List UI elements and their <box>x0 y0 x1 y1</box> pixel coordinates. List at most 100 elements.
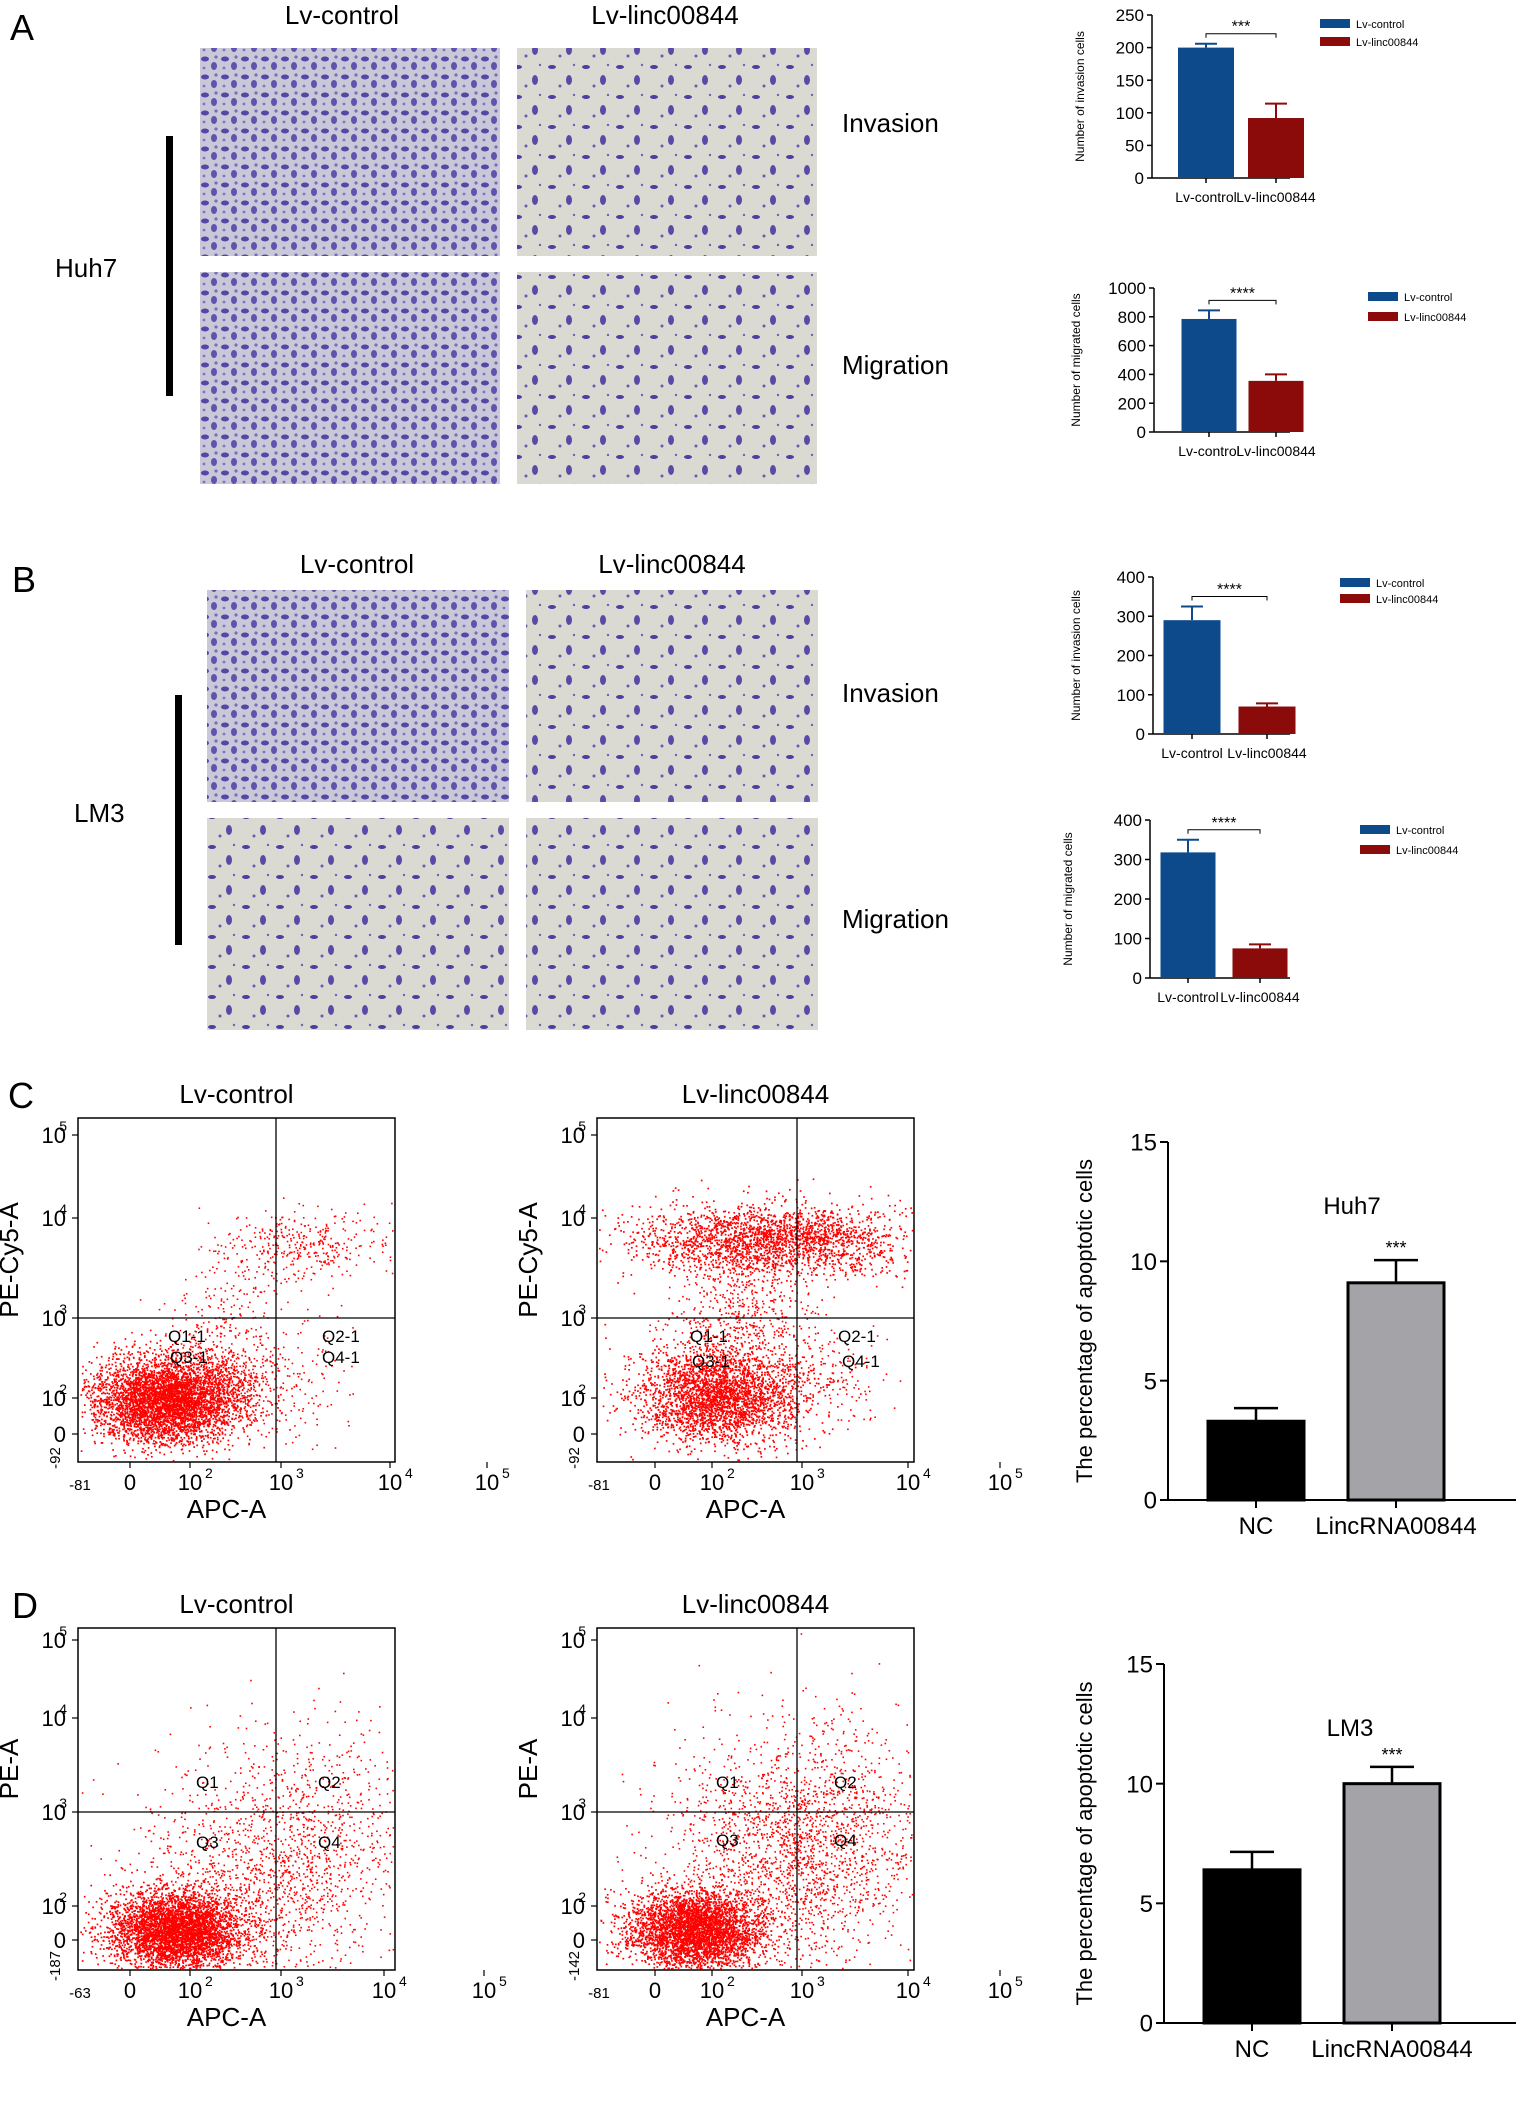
event-dot <box>176 1391 178 1393</box>
event-dot <box>189 1450 191 1452</box>
event-dot <box>191 1401 193 1403</box>
event-dot <box>208 1384 210 1386</box>
event-dot <box>241 1400 243 1402</box>
event-dot <box>220 1372 222 1374</box>
event-dot <box>235 1407 237 1409</box>
event-dot <box>215 1393 217 1395</box>
event-dot <box>180 1369 182 1371</box>
event-dot <box>159 1428 161 1430</box>
event-dot <box>210 1437 212 1439</box>
event-dot <box>198 1400 200 1402</box>
event-dot <box>193 1398 195 1400</box>
x-tick-label: NC <box>1239 1513 1274 1540</box>
event-dot <box>241 1305 243 1307</box>
event-dot <box>166 1398 168 1400</box>
event-dot <box>134 1430 136 1432</box>
event-dot <box>99 1370 101 1372</box>
event-dot <box>167 1380 169 1382</box>
event-dot <box>204 1404 206 1406</box>
event-dot <box>152 1443 154 1445</box>
event-dot <box>249 1383 251 1385</box>
event-dot <box>94 1443 96 1445</box>
event-dot <box>192 1419 194 1421</box>
event-dot <box>138 1369 140 1371</box>
event-dot <box>160 1385 162 1387</box>
event-dot <box>99 1364 101 1366</box>
event-dot <box>298 1409 300 1411</box>
event-dot <box>247 1435 249 1437</box>
event-dot <box>146 1378 148 1380</box>
event-dot <box>299 1373 301 1375</box>
event-dot <box>189 1367 191 1369</box>
event-dot <box>213 1430 215 1432</box>
event-dot <box>254 1420 256 1422</box>
event-dot <box>172 1376 174 1378</box>
significance-stars: *** <box>1385 1238 1406 1258</box>
event-dot <box>106 1402 108 1404</box>
event-dot <box>165 1402 167 1404</box>
y-axis-label: Number of invasion cells <box>1073 31 1087 162</box>
event-dot <box>130 1384 132 1386</box>
event-dot <box>226 1422 228 1424</box>
event-dot <box>83 1379 85 1381</box>
event-dot <box>242 1417 244 1419</box>
event-dot <box>203 1450 205 1452</box>
event-dot <box>191 1395 193 1397</box>
event-dot <box>217 1363 219 1365</box>
event-dot <box>186 1378 188 1380</box>
event-dot <box>164 1420 166 1422</box>
event-dot <box>187 1432 189 1434</box>
event-dot <box>126 1399 128 1401</box>
event-dot <box>168 1404 170 1406</box>
event-dot <box>226 1360 228 1362</box>
event-dot <box>138 1398 140 1400</box>
y-tick-label: 0 <box>1136 725 1145 744</box>
y-axis-label: Number of migrated cells <box>1069 293 1083 426</box>
event-dot <box>130 1372 132 1374</box>
event-dot <box>138 1381 140 1383</box>
event-dot <box>156 1394 158 1396</box>
event-dot <box>243 1370 245 1372</box>
event-dot <box>153 1403 155 1405</box>
panel-b-cell-line: LM3 <box>74 798 125 828</box>
event-dot <box>129 1430 131 1432</box>
event-dot <box>108 1383 110 1385</box>
event-dot <box>212 1390 214 1392</box>
event-dot <box>210 1386 212 1388</box>
event-dot <box>229 1434 231 1436</box>
event-dot <box>240 1410 242 1412</box>
event-dot <box>129 1417 131 1419</box>
event-dot <box>220 1401 222 1403</box>
event-dot <box>216 1402 218 1404</box>
event-dot <box>220 1388 222 1390</box>
event-dot <box>277 1419 279 1421</box>
event-dot <box>185 1429 187 1431</box>
event-dot <box>112 1425 114 1427</box>
event-dot <box>144 1371 146 1373</box>
event-dot <box>166 1385 168 1387</box>
event-dot <box>118 1438 120 1440</box>
event-dot <box>214 1384 216 1386</box>
event-dot <box>227 1390 229 1392</box>
event-dot <box>178 1390 180 1392</box>
event-dot <box>168 1387 170 1389</box>
event-dot <box>176 1385 178 1387</box>
event-dot <box>199 1435 201 1437</box>
event-dot <box>135 1423 137 1425</box>
event-dot <box>198 1402 200 1404</box>
event-dot <box>244 1374 246 1376</box>
event-dot <box>251 1387 253 1389</box>
event-dot <box>200 1414 202 1416</box>
event-dot <box>140 1413 142 1415</box>
event-dot <box>112 1353 114 1355</box>
legend-swatch <box>1340 578 1370 587</box>
event-dot <box>248 1380 250 1382</box>
event-dot <box>190 1414 192 1416</box>
event-dot <box>170 1442 172 1444</box>
panel-c-letter: C <box>8 1075 34 1116</box>
event-dot <box>262 1375 264 1377</box>
event-dot <box>223 1403 225 1405</box>
event-dot <box>153 1416 155 1418</box>
event-dot <box>149 1375 151 1377</box>
event-dot <box>116 1426 118 1428</box>
